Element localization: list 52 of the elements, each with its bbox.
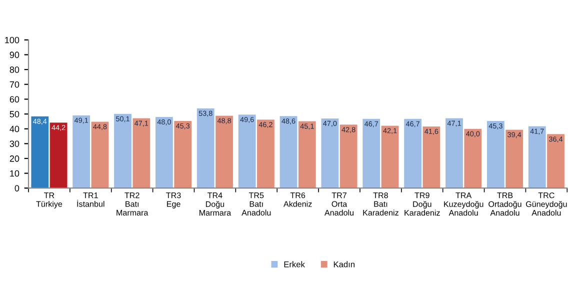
x-tick-label: TR6 Akdeniz [284, 192, 312, 207]
y-tick-label: 100 [5, 36, 20, 44]
x-tick-label: TRC Güneydoğu Anadolu [526, 192, 567, 216]
y-tick-label: 30 [10, 140, 20, 147]
bar [422, 126, 440, 188]
bar [72, 115, 90, 188]
x-tick-label: TR5 Batı Anadolu [242, 192, 271, 216]
bar [91, 122, 109, 188]
legend-label: Erkek [284, 261, 305, 268]
bar [298, 121, 316, 188]
bar [280, 116, 298, 188]
x-tick-label: TR2 Batı Marmara [116, 192, 148, 216]
bar [547, 134, 564, 188]
x-tick-label: TRA Kuzeydoğu Anadolu [444, 192, 484, 216]
x-tick-label: TR7 Orta Anadolu [324, 192, 354, 216]
bar [340, 124, 358, 188]
bar [464, 128, 482, 188]
bar [446, 118, 463, 188]
x-tick-label: TRB Ortadoğu Anadolu [488, 192, 522, 216]
y-tick-label: 80 [10, 66, 20, 73]
bar [486, 120, 504, 188]
x-tick-label: TR9 Doğu Karadeniz [404, 192, 440, 216]
y-tick-label: 50 [10, 110, 20, 118]
legend-label: Kadın [334, 261, 354, 268]
y-tick-label: 40 [10, 126, 20, 132]
y-tick-label: 60 [10, 96, 20, 103]
bar [528, 126, 546, 188]
x-tick-label: TR4 Doğu Marmara [200, 192, 232, 216]
bar [404, 118, 422, 188]
x-tick-label: TR8 Batı Karadeniz [363, 192, 398, 216]
y-tick-label: 0 [14, 185, 20, 192]
bar [216, 116, 233, 188]
bar [132, 118, 150, 188]
bar [50, 122, 68, 188]
bar [155, 116, 173, 188]
bar [114, 114, 132, 188]
y-tick-label: 70 [10, 81, 20, 88]
bar [238, 114, 256, 188]
x-tick-label: TR3 Ege [166, 192, 181, 208]
y-tick-label: 90 [10, 52, 20, 58]
bar [31, 116, 49, 188]
bar [362, 118, 380, 188]
bar [506, 130, 524, 188]
y-tick-label: 20 [10, 155, 20, 162]
x-tick-label: TR1 İstanbul [77, 192, 104, 207]
bar [321, 118, 339, 188]
bar [196, 108, 214, 188]
bar [381, 126, 399, 188]
bar [257, 120, 274, 188]
x-tick-label: TR Türkiye [36, 192, 62, 208]
bar [174, 120, 192, 188]
y-tick-label: 10 [10, 170, 20, 177]
